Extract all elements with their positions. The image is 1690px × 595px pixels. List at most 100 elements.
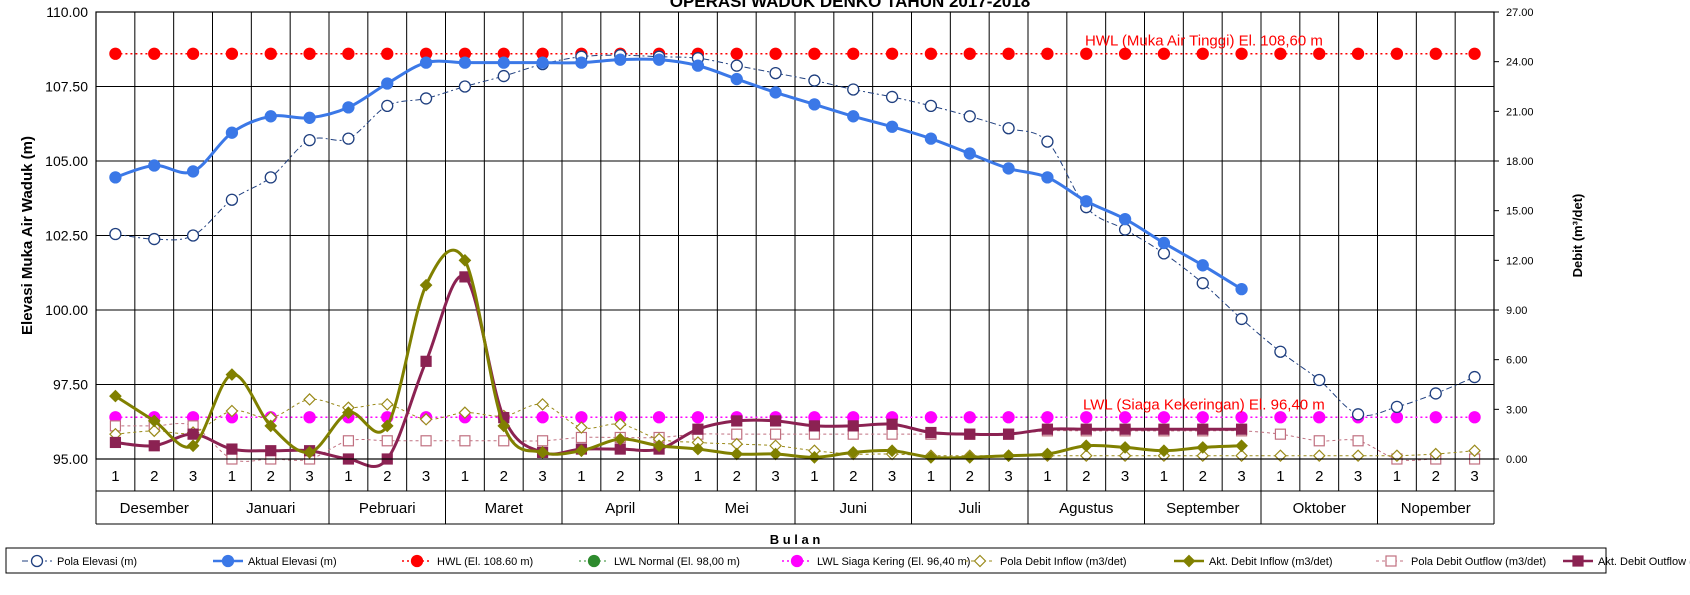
data-point (536, 435, 549, 447)
data-point (808, 450, 821, 464)
right-tick-label: 15.00 (1506, 206, 1534, 218)
period-tick-label: 3 (655, 468, 663, 485)
legend-label: Pola Debit Outflow (m3/det) (1411, 556, 1546, 568)
month-tick-label: Januari (246, 500, 295, 517)
period-tick-label: 3 (1004, 468, 1012, 485)
data-point (226, 443, 238, 455)
month-tick-label: Pebruari (359, 500, 416, 517)
data-point (575, 411, 588, 424)
data-point (147, 414, 161, 428)
data-point (1118, 411, 1132, 424)
legend-label: Aktual Elevasi (m) (248, 556, 337, 568)
data-point (303, 411, 316, 424)
data-point (847, 420, 859, 432)
legend-label: Akt. Debit Inflow (m3/det) (1209, 556, 1333, 568)
data-point (1313, 373, 1326, 387)
data-point (1274, 345, 1287, 358)
legend-entry: LWL Normal (El. 98,00 m) (579, 554, 740, 568)
data-point (381, 47, 394, 60)
period-tick-label: 1 (1276, 468, 1284, 485)
data-point (1157, 236, 1171, 250)
legend-label: Pola Debit Inflow (m3/det) (1000, 556, 1127, 568)
data-point (575, 444, 588, 458)
data-point (264, 110, 277, 123)
data-point (575, 431, 588, 444)
series-2 (109, 47, 1481, 60)
data-point (225, 126, 239, 139)
right-tick-label: 9.00 (1506, 305, 1527, 317)
data-point (1235, 439, 1248, 453)
legend-marker (1182, 554, 1196, 568)
data-point (109, 389, 122, 403)
data-point (808, 47, 821, 60)
data-point (109, 47, 122, 60)
data-point (1157, 47, 1171, 60)
data-point (886, 418, 898, 430)
data-point (536, 411, 549, 424)
data-point (1274, 411, 1287, 424)
data-point (264, 171, 277, 184)
data-point (1196, 259, 1209, 272)
data-point (186, 439, 200, 453)
data-point (109, 436, 122, 449)
data-point (885, 90, 899, 104)
data-point (924, 47, 938, 60)
data-point (1352, 435, 1364, 447)
data-point (419, 412, 433, 426)
data-point (186, 165, 200, 178)
period-tick-label: 1 (1043, 468, 1051, 485)
data-point (808, 420, 821, 432)
data-point (381, 77, 394, 90)
data-point (342, 435, 355, 447)
data-point (1429, 387, 1442, 400)
data-point (1313, 47, 1326, 60)
data-point (1157, 247, 1171, 260)
period-tick-label: 3 (305, 468, 313, 485)
month-tick-label: Agustus (1059, 500, 1113, 517)
data-point (1118, 223, 1132, 236)
data-point (691, 59, 705, 72)
data-point (614, 443, 626, 455)
data-point (575, 421, 588, 434)
data-point (1196, 411, 1209, 424)
data-point (458, 80, 472, 93)
left-tick-label: 110.00 (46, 4, 88, 20)
data-point (613, 432, 627, 446)
period-tick-label: 3 (888, 468, 896, 485)
data-point (380, 398, 394, 411)
data-point (575, 56, 588, 69)
data-point (265, 445, 277, 457)
data-point (924, 450, 938, 464)
data-point (1468, 47, 1481, 60)
data-point (1119, 423, 1131, 435)
data-point (264, 419, 278, 433)
data-point (1235, 411, 1248, 424)
month-tick-label: Maret (485, 500, 524, 517)
data-point (1274, 47, 1287, 60)
data-point (847, 110, 860, 123)
data-point (1118, 212, 1132, 226)
legend-label: Pola Elevasi (m) (57, 556, 137, 568)
left-tick-label: 97.50 (53, 377, 88, 393)
right-tick-label: 12.00 (1506, 255, 1534, 267)
data-point (847, 83, 860, 96)
data-point (303, 111, 316, 124)
series-1 (109, 53, 1248, 296)
data-point (1118, 441, 1132, 454)
data-point (1196, 47, 1209, 60)
data-point (691, 442, 705, 456)
data-point (148, 159, 161, 172)
data-point (147, 424, 161, 438)
series-annotation: LWL (Siaga Kekeringan) El. 96,40 m (1083, 396, 1325, 413)
data-point (730, 47, 743, 60)
data-point (148, 440, 160, 452)
data-point (731, 415, 743, 427)
data-point (420, 355, 432, 367)
period-tick-label: 1 (577, 468, 585, 485)
period-tick-label: 2 (1082, 468, 1090, 485)
data-point (497, 419, 511, 433)
data-point (769, 47, 782, 60)
period-tick-label: 2 (616, 468, 624, 485)
legend-marker (1385, 555, 1397, 567)
